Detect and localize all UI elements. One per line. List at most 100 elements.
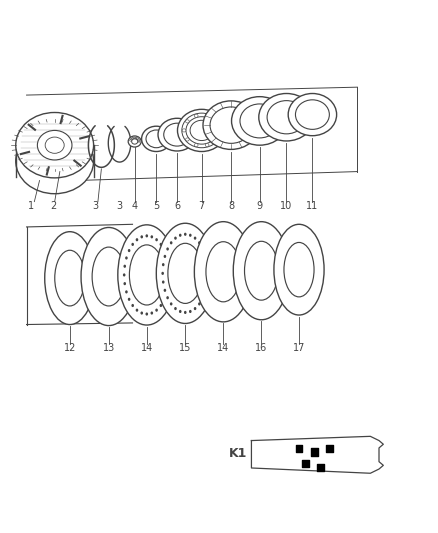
Ellipse shape <box>158 118 196 151</box>
Ellipse shape <box>130 140 131 141</box>
Ellipse shape <box>182 113 222 148</box>
Text: 1: 1 <box>28 201 34 211</box>
Ellipse shape <box>288 93 337 136</box>
Ellipse shape <box>198 302 201 305</box>
Ellipse shape <box>131 139 132 140</box>
Ellipse shape <box>151 311 153 314</box>
Ellipse shape <box>136 238 138 241</box>
Ellipse shape <box>155 309 158 312</box>
Ellipse shape <box>186 138 189 141</box>
Ellipse shape <box>134 137 135 139</box>
Ellipse shape <box>132 139 138 144</box>
Ellipse shape <box>232 96 288 145</box>
Ellipse shape <box>166 290 169 294</box>
Ellipse shape <box>174 307 177 310</box>
Ellipse shape <box>16 112 94 178</box>
Text: 16: 16 <box>255 343 268 353</box>
Ellipse shape <box>201 296 204 300</box>
Ellipse shape <box>206 263 208 266</box>
Ellipse shape <box>194 237 196 240</box>
Ellipse shape <box>164 255 166 258</box>
Ellipse shape <box>128 136 141 147</box>
Ellipse shape <box>214 120 218 123</box>
Ellipse shape <box>45 137 64 154</box>
Ellipse shape <box>205 255 207 258</box>
Ellipse shape <box>206 280 208 284</box>
Ellipse shape <box>206 241 241 302</box>
Ellipse shape <box>179 233 181 237</box>
Ellipse shape <box>155 238 158 241</box>
Ellipse shape <box>189 310 191 313</box>
Text: 3: 3 <box>93 201 99 211</box>
Text: 6: 6 <box>174 201 180 211</box>
Ellipse shape <box>118 225 176 325</box>
Ellipse shape <box>151 235 153 238</box>
Ellipse shape <box>201 247 204 251</box>
Ellipse shape <box>194 222 252 322</box>
Ellipse shape <box>129 245 164 305</box>
Text: 17: 17 <box>293 343 305 353</box>
Ellipse shape <box>131 138 133 139</box>
Ellipse shape <box>167 282 170 285</box>
Text: 8: 8 <box>228 201 234 211</box>
Ellipse shape <box>194 307 196 310</box>
Ellipse shape <box>166 256 169 260</box>
Ellipse shape <box>131 243 134 246</box>
Ellipse shape <box>166 247 169 251</box>
Ellipse shape <box>124 265 126 268</box>
Ellipse shape <box>170 241 173 245</box>
Ellipse shape <box>138 140 140 141</box>
Ellipse shape <box>92 247 125 306</box>
Text: 13: 13 <box>102 343 115 353</box>
Ellipse shape <box>168 273 171 277</box>
Ellipse shape <box>162 280 165 284</box>
Ellipse shape <box>135 137 137 139</box>
Ellipse shape <box>186 120 189 123</box>
Ellipse shape <box>259 93 314 141</box>
Ellipse shape <box>274 224 324 315</box>
Ellipse shape <box>125 290 128 294</box>
Ellipse shape <box>136 138 138 139</box>
Ellipse shape <box>179 310 181 313</box>
Text: 4: 4 <box>131 201 138 211</box>
Ellipse shape <box>177 109 226 151</box>
Ellipse shape <box>182 129 186 132</box>
Ellipse shape <box>37 131 72 160</box>
Ellipse shape <box>296 100 329 130</box>
Ellipse shape <box>162 263 165 266</box>
Ellipse shape <box>128 298 131 301</box>
Ellipse shape <box>205 114 209 117</box>
Ellipse shape <box>164 123 191 146</box>
Text: 3: 3 <box>117 201 123 211</box>
Ellipse shape <box>55 251 85 306</box>
Ellipse shape <box>203 101 259 149</box>
Ellipse shape <box>164 289 166 292</box>
Ellipse shape <box>214 138 218 141</box>
Text: 7: 7 <box>198 201 205 211</box>
Text: 12: 12 <box>64 343 76 353</box>
Ellipse shape <box>123 273 125 277</box>
Ellipse shape <box>174 237 177 240</box>
Text: K1: K1 <box>229 447 247 460</box>
Text: 5: 5 <box>153 201 159 211</box>
Ellipse shape <box>186 117 217 144</box>
Ellipse shape <box>125 256 128 260</box>
Ellipse shape <box>136 309 138 312</box>
Ellipse shape <box>190 120 213 141</box>
Ellipse shape <box>233 222 290 320</box>
Text: 10: 10 <box>280 201 293 211</box>
Ellipse shape <box>267 101 306 134</box>
Ellipse shape <box>124 282 126 285</box>
Text: 11: 11 <box>306 201 318 211</box>
Text: 14: 14 <box>217 343 230 353</box>
Ellipse shape <box>141 235 143 238</box>
Ellipse shape <box>244 241 278 300</box>
Ellipse shape <box>168 243 203 303</box>
Ellipse shape <box>184 233 187 236</box>
Ellipse shape <box>205 289 207 292</box>
Ellipse shape <box>138 141 140 142</box>
Ellipse shape <box>240 104 279 138</box>
Ellipse shape <box>159 304 162 307</box>
Ellipse shape <box>141 311 143 314</box>
Ellipse shape <box>184 311 187 314</box>
